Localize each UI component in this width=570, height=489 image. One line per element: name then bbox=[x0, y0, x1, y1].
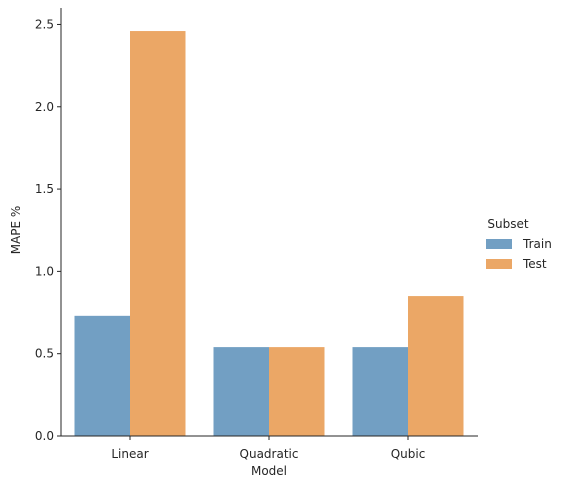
y-axis-label: MAPE % bbox=[9, 206, 23, 255]
y-tick-label: 2.0 bbox=[35, 100, 54, 114]
bar-test-linear bbox=[130, 31, 186, 437]
bar-train-quadratic bbox=[213, 347, 269, 436]
y-tick-label: 1.5 bbox=[35, 182, 54, 196]
x-tick-label: Qubic bbox=[391, 447, 426, 461]
x-axis: Linear Quadratic Qubic bbox=[61, 435, 478, 461]
legend-swatch-train bbox=[486, 239, 512, 249]
legend-swatch-test bbox=[486, 259, 512, 269]
legend: Subset Train Test bbox=[486, 217, 552, 271]
legend-title: Subset bbox=[487, 217, 528, 231]
bar-train-linear bbox=[74, 315, 130, 436]
y-tick-label: 0.0 bbox=[35, 429, 54, 443]
x-axis-label: Model bbox=[251, 464, 287, 478]
x-tick-label: Linear bbox=[111, 447, 148, 461]
legend-label-train: Train bbox=[522, 237, 552, 251]
legend-label-test: Test bbox=[522, 257, 547, 271]
bars bbox=[74, 31, 464, 437]
y-axis: 0.0 0.5 1.0 1.5 2.0 2.5 bbox=[35, 8, 62, 443]
bar-train-qubic bbox=[352, 347, 408, 436]
y-tick-label: 0.5 bbox=[35, 347, 54, 361]
x-tick-label: Quadratic bbox=[240, 447, 299, 461]
y-tick-label: 1.0 bbox=[35, 264, 54, 278]
bar-test-qubic bbox=[408, 296, 464, 436]
y-tick-label: 2.5 bbox=[35, 17, 54, 31]
bar-test-quadratic bbox=[269, 347, 325, 436]
